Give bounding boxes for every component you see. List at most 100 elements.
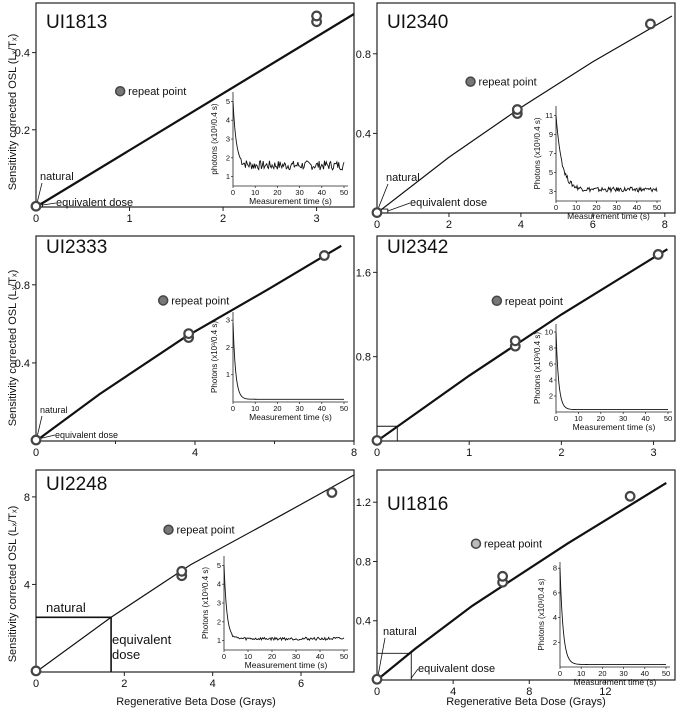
inset-y-tick-label: 5 — [226, 97, 230, 106]
inset-x-tick-label: 0 — [554, 203, 558, 212]
equivalent-dose-label: equivalent dose — [56, 197, 133, 209]
repeat-point-marker — [114, 85, 126, 97]
inset-x-tick-label: 40 — [316, 652, 324, 661]
y-tick-label: 8 — [24, 492, 30, 504]
equivalent-dose-label: equivalent dose — [410, 197, 487, 209]
inset-y-tick-label: 4 — [549, 376, 553, 385]
natural-leader — [377, 183, 389, 210]
y-tick-label: 0.8 — [356, 352, 371, 364]
inset-x-tick-label: 10 — [574, 414, 582, 423]
data-point — [30, 665, 42, 677]
data-point — [311, 10, 322, 22]
x-tick-label: 1 — [126, 213, 132, 225]
y-tick-label: 4 — [24, 579, 30, 591]
repeat-point-label: repeat point — [479, 77, 537, 89]
inset-y-tick-label: 6 — [553, 588, 557, 597]
inset-decay-trace — [232, 322, 344, 400]
x-tick-label: 2 — [220, 213, 226, 225]
y-tick-label: 1.2 — [356, 497, 371, 509]
inset-y-tick-label: 4 — [226, 116, 230, 125]
inset-decay-chart: 0 10 20 30 40 50 3 5 7 9 11 Measurement time (s) Pho… — [533, 106, 661, 221]
panel-title: UI2248 — [46, 474, 107, 495]
inset-decay-trace — [559, 568, 666, 665]
data-point — [371, 435, 383, 446]
equivalent-dose-label-line: equivalent dose — [55, 430, 118, 440]
equivalent-dose-label: equivalent dose — [55, 430, 118, 440]
panel-ui2340: UI2340 0 2 4 6 8 0.4 0.8 natural equivalent dose r… — [356, 2, 676, 231]
inset-x-tick-label: 0 — [231, 404, 235, 413]
inset-y-tick-label: 10 — [545, 328, 553, 337]
inset-y-tick-label: 9 — [549, 130, 553, 139]
panel-ui2342: UI2342 0 1 2 3 0.8 1.6 repeat point 0 10 20 30 40 50 2… — [356, 235, 676, 459]
y-tick-label: 0.8 — [356, 556, 371, 568]
growth-curve — [35, 474, 355, 673]
inset-decay-trace — [232, 101, 345, 171]
y-tick-label: 1.6 — [356, 267, 371, 279]
inset-y-tick-label: 3 — [549, 187, 553, 196]
inset-y-tick-label: 2 — [549, 392, 553, 401]
inset-x-tick-label: 50 — [340, 404, 348, 413]
natural-label: natural — [386, 172, 420, 184]
repeat-point-marker — [470, 538, 482, 549]
repeat-point-label: repeat point — [484, 539, 542, 551]
natural-leader — [377, 637, 386, 677]
repeat-point-marker — [157, 295, 169, 306]
panel-title: UI1813 — [46, 12, 107, 33]
x-tick-label: 12 — [599, 686, 611, 698]
inset-y-tick-label: 2 — [217, 617, 221, 626]
inset-y-tick-label: 8 — [549, 344, 553, 353]
panel-frame — [35, 469, 355, 673]
inset-y-tick-label: 1 — [217, 636, 221, 645]
panel-frame — [376, 235, 676, 442]
inset-x-tick-label: 40 — [641, 669, 649, 678]
repeat-point-label: repeat point — [171, 295, 229, 307]
data-point — [511, 104, 523, 115]
inset-y-tick-label: 6 — [549, 360, 553, 369]
inset-x-tick-label: 50 — [340, 188, 348, 197]
growth-curve — [376, 15, 673, 214]
data-point — [624, 490, 636, 502]
inset-y-tick-label: 3 — [226, 135, 230, 144]
inset-x-tick-label: 30 — [295, 188, 303, 197]
equivalent-dose-label: equivalent dose — [112, 632, 172, 662]
panel-title: UI2342 — [387, 237, 448, 258]
data-point — [371, 207, 383, 219]
data-point — [183, 328, 195, 340]
inset-decay-chart: 0 10 20 30 40 50 1 2 3 Measurement time (s) Photon… — [210, 312, 348, 422]
inset-x-tick-label: 50 — [662, 669, 670, 678]
inset-decay-chart: 0 10 20 30 40 50 1 2 3 4 5 Measurement time (s) phot… — [210, 92, 348, 206]
inset-x-tick-label: 10 — [577, 669, 585, 678]
panel-frame — [376, 469, 676, 681]
x-tick-label: 8 — [526, 686, 532, 698]
inset-x-tick-label: 30 — [619, 669, 627, 678]
inset-x-tick-label: 40 — [633, 203, 641, 212]
x-axis-label-left: Regenerative Beta Dose (Grays) — [116, 696, 276, 708]
x-tick-label: 0 — [33, 447, 39, 459]
inset-x-label: Measurement time (s) — [249, 412, 332, 422]
repeat-point-label: repeat point — [128, 86, 186, 98]
equivalent-dose-label-line: equivalent dose — [410, 197, 487, 209]
inset-y-label: Photons (x10³/0.4 s) — [201, 567, 210, 639]
inset-y-label: photons (x10³/0.4 s) — [210, 103, 219, 174]
inset-x-tick-label: 0 — [558, 669, 562, 678]
x-tick-label: 4 — [192, 447, 198, 459]
x-tick-label: 0 — [374, 219, 380, 231]
inset-y-tick-label: 5 — [549, 168, 553, 177]
x-axis-label-right: Regenerative Beta Dose (Grays) — [446, 696, 606, 708]
data-point — [371, 673, 383, 685]
panel-frame — [376, 2, 676, 214]
y-tick-label: 0.4 — [356, 616, 371, 628]
inset-x-tick-label: 30 — [619, 414, 627, 423]
panel-ui2248: UI2248 0 2 4 6 4 8 natural equivalent dose repeat … — [24, 469, 355, 690]
data-point — [509, 335, 521, 347]
natural-label: natural — [46, 600, 86, 615]
inset-x-tick-label: 10 — [251, 188, 259, 197]
x-tick-label: 0 — [33, 678, 39, 690]
inset-x-tick-label: 30 — [292, 652, 300, 661]
x-tick-label: 0 — [374, 686, 380, 698]
x-tick-label: 3 — [651, 447, 657, 459]
data-point — [30, 434, 42, 446]
repeat-point-marker — [491, 295, 503, 307]
natural-leader — [36, 182, 43, 204]
